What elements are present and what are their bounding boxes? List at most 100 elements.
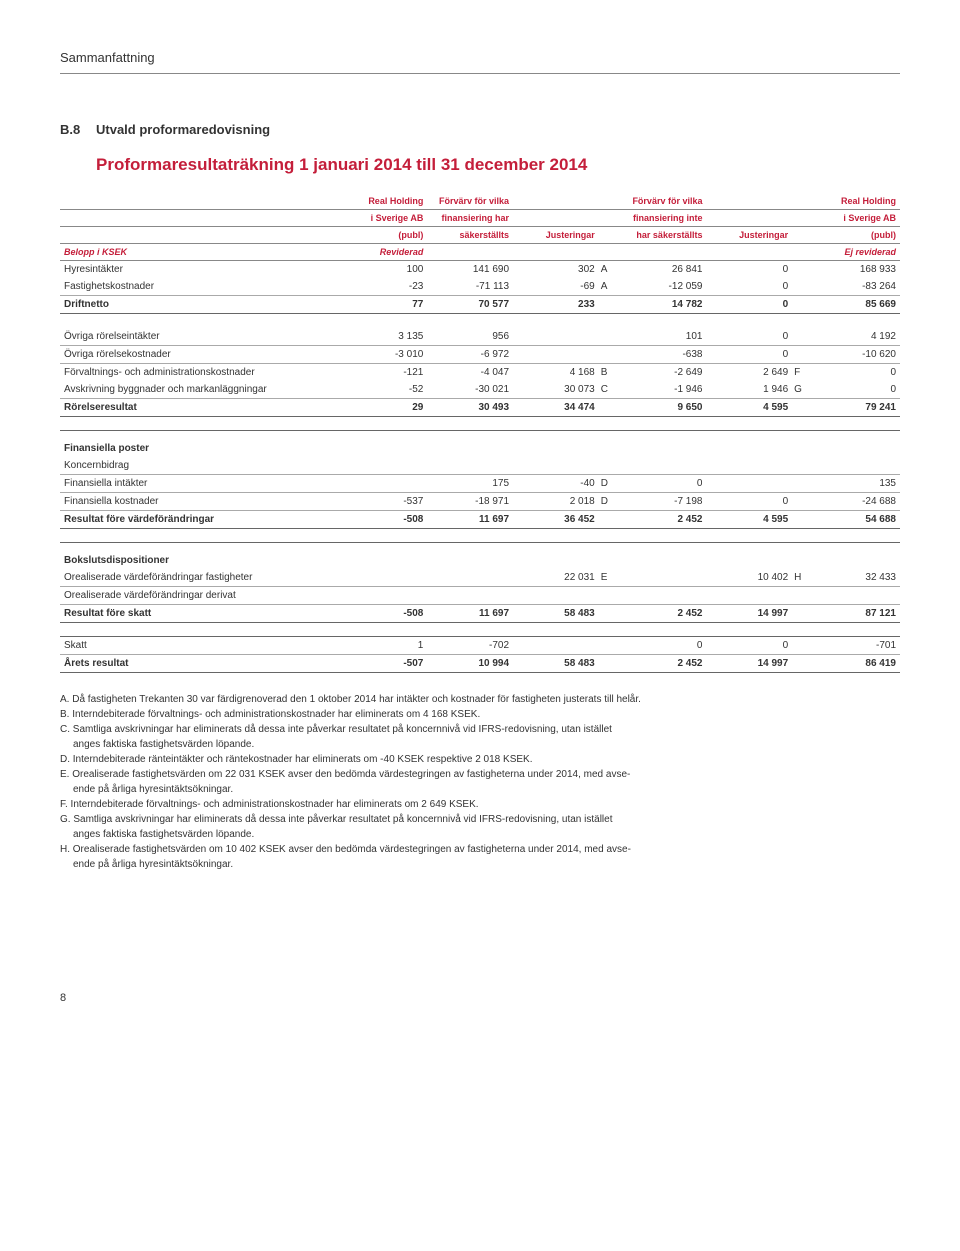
cell: -69 bbox=[513, 278, 599, 296]
cell: 1 946 bbox=[706, 381, 792, 399]
note-ref: A bbox=[599, 261, 621, 279]
row-label: Koncernbidrag bbox=[60, 457, 342, 475]
cell: 2 452 bbox=[621, 604, 707, 622]
note-h-l2: ende på årliga hyresintäktsökningar. bbox=[60, 858, 900, 872]
cell: 168 933 bbox=[814, 261, 900, 279]
cell: 10 402 bbox=[706, 569, 792, 587]
cell: 4 595 bbox=[706, 398, 792, 416]
row-label: Hyresintäkter bbox=[60, 261, 342, 279]
note-a: A. Då fastigheten Trekanten 30 var färdi… bbox=[60, 693, 900, 707]
table-row: Övriga rörelsekostnader -3 010 -6 972 -6… bbox=[60, 345, 900, 363]
hdr-col7-l1: Real Holding bbox=[814, 193, 900, 210]
note-e-l2: ende på årliga hyresintäktsökningar. bbox=[60, 783, 900, 797]
table-row: Förvaltnings- och administrationskostnad… bbox=[60, 363, 900, 381]
note-ref bbox=[792, 345, 814, 363]
note-ref bbox=[599, 328, 621, 346]
note-ref bbox=[599, 604, 621, 622]
cell: 30 073 bbox=[513, 381, 599, 399]
cell: -30 021 bbox=[427, 381, 513, 399]
cell: -1 946 bbox=[621, 381, 707, 399]
cell: 0 bbox=[814, 363, 900, 381]
cell: -2 649 bbox=[621, 363, 707, 381]
hdr-col5-l2: finansiering inte bbox=[621, 210, 707, 227]
cell: 100 bbox=[342, 261, 428, 279]
cell: 14 782 bbox=[621, 296, 707, 314]
cell: -52 bbox=[342, 381, 428, 399]
hdr-col2-l2: i Sverige AB bbox=[342, 210, 428, 227]
hdr-col5-l3: har säkerställts bbox=[621, 227, 707, 244]
cell: 3 135 bbox=[342, 328, 428, 346]
cell: -701 bbox=[814, 636, 900, 654]
cell bbox=[342, 474, 428, 492]
table-row: Koncernbidrag bbox=[60, 457, 900, 475]
cell: -121 bbox=[342, 363, 428, 381]
cell: 0 bbox=[706, 492, 792, 510]
cell: -508 bbox=[342, 604, 428, 622]
table-header: Real Holding Förvärv för vilka Förvärv f… bbox=[60, 193, 900, 261]
note-ref bbox=[792, 296, 814, 314]
hdr-col2-l1: Real Holding bbox=[342, 193, 428, 210]
cell: 11 697 bbox=[427, 604, 513, 622]
note-ref bbox=[599, 654, 621, 672]
proforma-table: Real Holding Förvärv för vilka Förvärv f… bbox=[60, 193, 900, 673]
note-ref bbox=[792, 261, 814, 279]
page-number: 8 bbox=[60, 992, 900, 1004]
cell: 0 bbox=[706, 278, 792, 296]
cell: -638 bbox=[621, 345, 707, 363]
table-row: Orealiserade värdeförändringar fastighet… bbox=[60, 569, 900, 587]
note-ref bbox=[792, 474, 814, 492]
note-g-l2: anges faktiska fastighetsvärden löpande. bbox=[60, 828, 900, 842]
note-ref bbox=[599, 296, 621, 314]
note-ref bbox=[599, 345, 621, 363]
note-ref bbox=[599, 510, 621, 528]
note-g-l1: G. Samtliga avskrivningar har eliminerat… bbox=[60, 813, 900, 827]
row-label: Övriga rörelseintäkter bbox=[60, 328, 342, 346]
cell: -18 971 bbox=[427, 492, 513, 510]
cell: 0 bbox=[706, 328, 792, 346]
row-label: Skatt bbox=[60, 636, 342, 654]
cell: -4 047 bbox=[427, 363, 513, 381]
cell: 86 419 bbox=[814, 654, 900, 672]
section-row: Bokslutsdispositioner bbox=[60, 542, 900, 569]
note-ref: G bbox=[792, 381, 814, 399]
cell: 54 688 bbox=[814, 510, 900, 528]
cell: 4 595 bbox=[706, 510, 792, 528]
note-ref: D bbox=[599, 492, 621, 510]
cell: 30 493 bbox=[427, 398, 513, 416]
cell: 36 452 bbox=[513, 510, 599, 528]
section-heading: Bokslutsdispositioner bbox=[60, 542, 900, 569]
row-label: Årets resultat bbox=[60, 654, 342, 672]
cell: -507 bbox=[342, 654, 428, 672]
cell: 70 577 bbox=[427, 296, 513, 314]
note-ref bbox=[792, 398, 814, 416]
hdr-col7-l2: i Sverige AB bbox=[814, 210, 900, 227]
cell: -23 bbox=[342, 278, 428, 296]
cell: -537 bbox=[342, 492, 428, 510]
hdr-col2-l3: (publ) bbox=[342, 227, 428, 244]
table-row: Finansiella kostnader -537 -18 971 2 018… bbox=[60, 492, 900, 510]
note-ref bbox=[792, 278, 814, 296]
cell: 87 121 bbox=[814, 604, 900, 622]
section-title: Utvald proformaredovisning bbox=[96, 122, 270, 137]
cell: 79 241 bbox=[814, 398, 900, 416]
cell bbox=[427, 569, 513, 587]
row-label: Finansiella kostnader bbox=[60, 492, 342, 510]
note-ref: H bbox=[792, 569, 814, 587]
hdr-col2-l4: Reviderad bbox=[342, 244, 428, 261]
section-heading: Finansiella poster bbox=[60, 430, 900, 457]
cell: 11 697 bbox=[427, 510, 513, 528]
cell: 32 433 bbox=[814, 569, 900, 587]
hdr-col7-l3: (publ) bbox=[814, 227, 900, 244]
cell: -12 059 bbox=[621, 278, 707, 296]
table-row: Resultat före värdeförändringar -508 11 … bbox=[60, 510, 900, 528]
cell: 10 994 bbox=[427, 654, 513, 672]
cell: 141 690 bbox=[427, 261, 513, 279]
row-label: Avskrivning byggnader och markanläggning… bbox=[60, 381, 342, 399]
note-ref bbox=[792, 328, 814, 346]
table-row: Orealiserade värdeförändringar derivat bbox=[60, 586, 900, 604]
note-ref bbox=[792, 510, 814, 528]
cell: 302 bbox=[513, 261, 599, 279]
note-ref: C bbox=[599, 381, 621, 399]
table-row: Resultat före skatt -508 11 697 58 483 2… bbox=[60, 604, 900, 622]
note-ref bbox=[792, 604, 814, 622]
